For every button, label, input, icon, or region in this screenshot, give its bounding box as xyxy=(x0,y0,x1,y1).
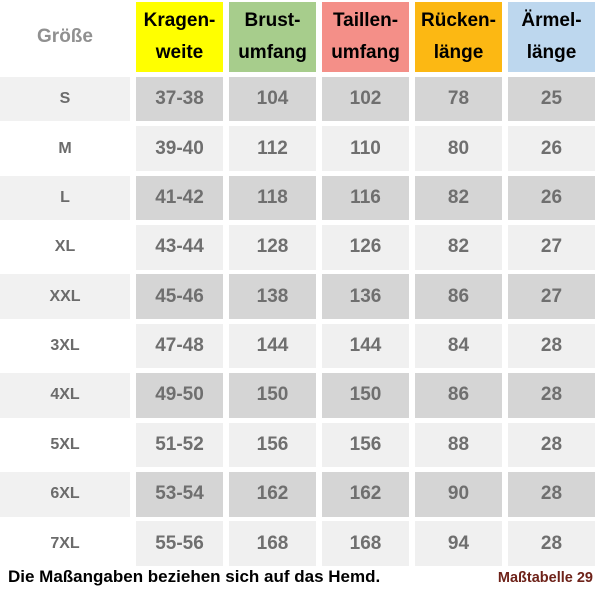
value-cell-4xl-aermellaenge: 28 xyxy=(508,373,595,418)
size-cell-xxl: XXL xyxy=(0,274,130,319)
value-cell-xl-aermellaenge: 27 xyxy=(508,225,595,270)
value-cell-l-brustumfang: 118 xyxy=(229,175,316,221)
value-cell-s-brustumfang: 104 xyxy=(229,76,316,122)
size-cell-l: L xyxy=(0,175,130,221)
value-cell-m-brustumfang: 112 xyxy=(229,126,316,171)
column-header-line: länge xyxy=(526,42,577,63)
column-header-brustumfang: Brust-umfang xyxy=(229,2,316,72)
value-cell-m-aermellaenge: 26 xyxy=(508,126,595,171)
value-cell-6xl-rueckenlaenge: 90 xyxy=(415,472,502,517)
value-cell-3xl-kragenweite: 47-48 xyxy=(136,323,223,369)
value-cell-4xl-taillenumfang: 150 xyxy=(322,373,409,418)
value-cell-xl-taillenumfang: 126 xyxy=(322,225,409,270)
column-header-line: Kragen- xyxy=(143,10,216,31)
value-cell-s-taillenumfang: 102 xyxy=(322,76,409,122)
column-header-line: Brust- xyxy=(244,10,301,31)
value-cell-s-aermellaenge: 25 xyxy=(508,76,595,122)
value-cell-7xl-kragenweite: 55-56 xyxy=(136,521,223,566)
value-cell-xxl-rueckenlaenge: 86 xyxy=(415,274,502,319)
size-cell-5xl: 5XL xyxy=(0,422,130,468)
value-cell-l-rueckenlaenge: 82 xyxy=(415,175,502,221)
column-header-line: weite xyxy=(155,42,204,63)
value-cell-xxl-aermellaenge: 27 xyxy=(508,274,595,319)
column-header-line: umfang xyxy=(331,42,400,63)
size-cell-3xl: 3XL xyxy=(0,323,130,369)
value-cell-5xl-rueckenlaenge: 88 xyxy=(415,422,502,468)
value-cell-5xl-kragenweite: 51-52 xyxy=(136,422,223,468)
size-column-header: Größe xyxy=(0,2,130,72)
size-cell-s: S xyxy=(0,76,130,122)
value-cell-l-taillenumfang: 116 xyxy=(322,175,409,221)
value-cell-3xl-taillenumfang: 144 xyxy=(322,323,409,369)
value-cell-m-taillenumfang: 110 xyxy=(322,126,409,171)
value-cell-5xl-aermellaenge: 28 xyxy=(508,422,595,468)
size-cell-7xl: 7XL xyxy=(0,521,130,566)
column-header-line: Rücken- xyxy=(421,10,496,31)
value-cell-4xl-brustumfang: 150 xyxy=(229,373,316,418)
value-cell-l-kragenweite: 41-42 xyxy=(136,175,223,221)
value-cell-xl-kragenweite: 43-44 xyxy=(136,225,223,270)
value-cell-s-rueckenlaenge: 78 xyxy=(415,76,502,122)
value-cell-xxl-taillenumfang: 136 xyxy=(322,274,409,319)
value-cell-7xl-rueckenlaenge: 94 xyxy=(415,521,502,566)
column-header-line: Ärmel- xyxy=(521,10,582,31)
value-cell-4xl-rueckenlaenge: 86 xyxy=(415,373,502,418)
value-cell-3xl-rueckenlaenge: 84 xyxy=(415,323,502,369)
value-cell-7xl-taillenumfang: 168 xyxy=(322,521,409,566)
value-cell-3xl-brustumfang: 144 xyxy=(229,323,316,369)
column-header-aermellaenge: Ärmel-länge xyxy=(508,2,595,72)
column-header-kragenweite: Kragen-weite xyxy=(136,2,223,72)
size-cell-m: M xyxy=(0,126,130,171)
footer-reference: Maßtabelle 29 xyxy=(497,570,593,586)
value-cell-5xl-taillenumfang: 156 xyxy=(322,422,409,468)
footer: Die Maßangaben beziehen sich auf das Hem… xyxy=(8,567,593,587)
value-cell-xl-brustumfang: 128 xyxy=(229,225,316,270)
value-cell-m-rueckenlaenge: 80 xyxy=(415,126,502,171)
size-table: Größe Kragen-weite Brust-umfang Taillen-um… xyxy=(0,2,595,566)
value-cell-6xl-kragenweite: 53-54 xyxy=(136,472,223,517)
footer-note: Die Maßangaben beziehen sich auf das Hem… xyxy=(8,567,381,586)
value-cell-7xl-brustumfang: 168 xyxy=(229,521,316,566)
value-cell-3xl-aermellaenge: 28 xyxy=(508,323,595,369)
value-cell-xl-rueckenlaenge: 82 xyxy=(415,225,502,270)
value-cell-xxl-kragenweite: 45-46 xyxy=(136,274,223,319)
value-cell-4xl-kragenweite: 49-50 xyxy=(136,373,223,418)
value-cell-m-kragenweite: 39-40 xyxy=(136,126,223,171)
column-header-rueckenlaenge: Rücken-länge xyxy=(415,2,502,72)
value-cell-6xl-aermellaenge: 28 xyxy=(508,472,595,517)
column-header-line: länge xyxy=(433,42,484,63)
value-cell-7xl-aermellaenge: 28 xyxy=(508,521,595,566)
value-cell-l-aermellaenge: 26 xyxy=(508,175,595,221)
size-cell-6xl: 6XL xyxy=(0,472,130,517)
value-cell-s-kragenweite: 37-38 xyxy=(136,76,223,122)
value-cell-5xl-brustumfang: 156 xyxy=(229,422,316,468)
size-cell-4xl: 4XL xyxy=(0,373,130,418)
value-cell-xxl-brustumfang: 138 xyxy=(229,274,316,319)
column-header-taillenumfang: Taillen-umfang xyxy=(322,2,409,72)
column-header-line: Taillen- xyxy=(332,10,399,31)
value-cell-6xl-taillenumfang: 162 xyxy=(322,472,409,517)
value-cell-6xl-brustumfang: 162 xyxy=(229,472,316,517)
size-cell-xl: XL xyxy=(0,225,130,270)
column-header-line: umfang xyxy=(238,42,307,63)
